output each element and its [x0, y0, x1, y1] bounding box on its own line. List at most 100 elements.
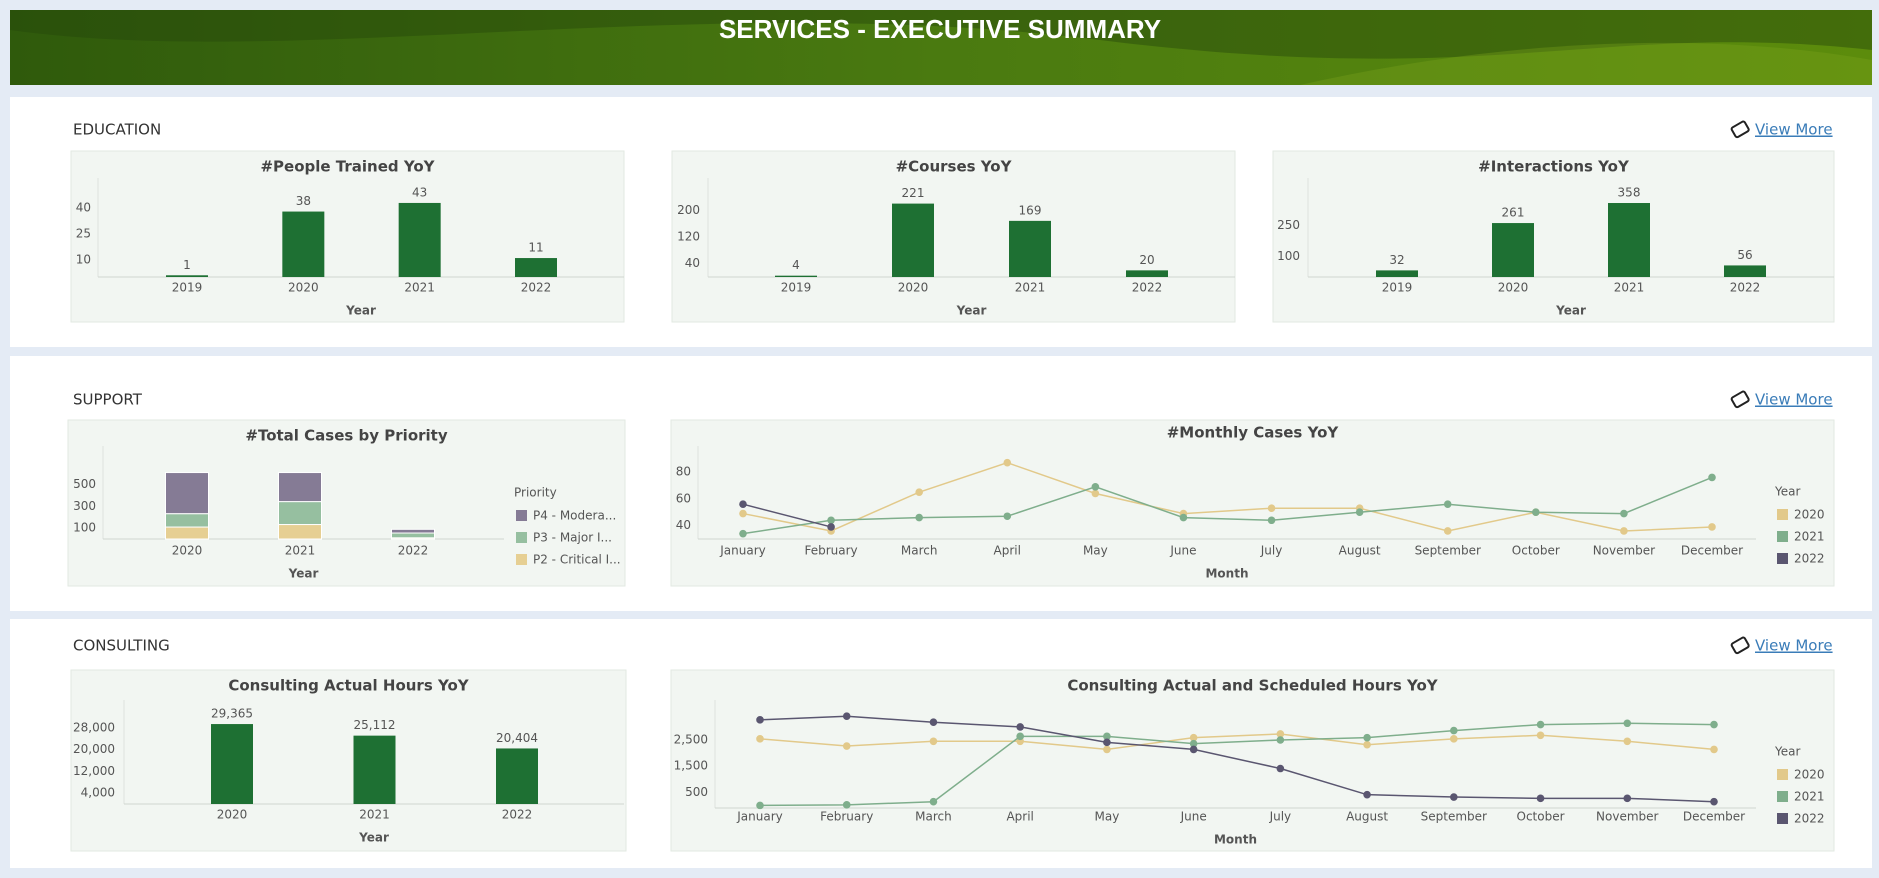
chart-card	[67, 419, 626, 587]
legend-label: P3 - Major I...	[533, 531, 612, 545]
x-tick-label: December	[1681, 544, 1743, 558]
x-tick-label: April	[1006, 810, 1033, 824]
chart-card	[671, 150, 1236, 323]
bar	[282, 211, 325, 277]
x-tick-label: March	[915, 810, 952, 824]
view-more-link[interactable]: View More	[1755, 121, 1833, 139]
view-more-link[interactable]: View More	[1755, 391, 1833, 409]
bar	[1126, 270, 1168, 277]
data-point	[842, 801, 851, 809]
bar-segment	[278, 524, 322, 540]
x-tick-label: May	[1095, 810, 1120, 824]
y-tick-label: 2,500	[674, 733, 708, 747]
chart-title: #Monthly Cases YoY	[1167, 424, 1340, 442]
x-tick-label: 2021	[359, 808, 390, 822]
header-title: SERVICES - EXECUTIVE SUMMARY	[719, 14, 1161, 44]
data-point	[1536, 794, 1545, 803]
data-point	[1091, 489, 1100, 498]
data-point	[1355, 508, 1364, 517]
y-tick-label: 40	[76, 201, 91, 215]
x-tick-label: October	[1512, 544, 1560, 558]
series-line	[759, 733, 1715, 751]
x-tick-label: 2019	[172, 281, 203, 295]
x-axis-title: Year	[288, 567, 319, 581]
header-bar	[10, 10, 1872, 85]
bar	[775, 275, 817, 277]
bar	[1009, 220, 1051, 277]
chart-card	[670, 669, 1835, 852]
x-tick-label: 2019	[1382, 281, 1413, 295]
y-tick-label: 12,000	[73, 764, 115, 778]
y-tick-label: 80	[676, 465, 691, 479]
legend-title: Priority	[514, 486, 557, 500]
data-point	[756, 735, 764, 743]
legend-label: 2020	[1794, 508, 1825, 522]
data-point	[1103, 745, 1111, 754]
y-tick-label: 250	[1277, 218, 1300, 232]
chart-title: #Courses YoY	[896, 158, 1013, 176]
header-wave	[10, 10, 1872, 59]
x-tick-label: 2021	[1015, 281, 1046, 295]
bar-value-label: 20	[1139, 253, 1154, 267]
x-tick-label: June	[1169, 544, 1196, 558]
bar-value-label: 1	[183, 258, 191, 272]
legend-swatch	[516, 532, 527, 543]
data-point	[1103, 738, 1111, 747]
series-line	[742, 461, 1713, 532]
chart-card	[70, 669, 627, 852]
x-tick-label: 2021	[1614, 281, 1645, 295]
bar	[496, 748, 538, 804]
data-point	[1710, 745, 1718, 754]
y-tick-label: 25	[76, 226, 91, 240]
chart-title: Consulting Actual Hours YoY	[228, 677, 469, 695]
section-title: EDUCATION	[73, 121, 161, 139]
x-axis-title: Month	[1214, 833, 1257, 847]
bar-value-label: 43	[412, 185, 427, 199]
x-tick-label: May	[1083, 544, 1108, 558]
legend-swatch	[516, 510, 527, 521]
legend-title: Year	[1774, 485, 1800, 499]
data-point	[915, 488, 923, 496]
x-tick-label: July	[1260, 544, 1283, 558]
x-tick-label: 2021	[285, 544, 316, 558]
bar-segment	[278, 501, 322, 526]
data-point	[1016, 732, 1024, 741]
y-tick-label: 100	[1277, 249, 1300, 263]
data-point	[1276, 730, 1285, 738]
data-point	[1710, 797, 1718, 806]
x-axis-title: Year	[1555, 304, 1586, 318]
x-tick-label: 2020	[172, 544, 203, 558]
y-tick-label: 10	[76, 252, 91, 266]
chart-title: #Interactions YoY	[1478, 158, 1630, 176]
legend-label: 2021	[1794, 530, 1825, 544]
y-tick-label: 120	[677, 230, 700, 244]
bar-segment	[391, 532, 435, 539]
bar-value-label: 38	[296, 194, 311, 208]
data-point	[827, 516, 835, 525]
x-tick-label: October	[1517, 810, 1565, 824]
view-more-link[interactable]: View More	[1755, 637, 1833, 655]
data-point	[1710, 720, 1718, 729]
chart-title: Consulting Actual and Scheduled Hours Yo…	[1067, 677, 1438, 695]
legend-swatch	[1777, 791, 1788, 802]
x-tick-label: November	[1596, 810, 1658, 824]
bar-value-label: 358	[1618, 186, 1641, 200]
data-point	[1536, 731, 1545, 740]
data-point	[1189, 745, 1198, 754]
data-point	[739, 509, 747, 518]
x-tick-label: January	[736, 810, 783, 824]
y-tick-label: 500	[685, 785, 708, 799]
bar	[1608, 203, 1650, 277]
x-axis-title: Month	[1205, 567, 1248, 581]
y-tick-label: 28,000	[73, 720, 115, 734]
data-point	[1708, 473, 1716, 482]
x-axis-title: Year	[345, 304, 376, 318]
x-tick-label: September	[1421, 810, 1487, 824]
data-point	[739, 529, 747, 538]
data-point	[756, 801, 764, 810]
data-point	[827, 523, 835, 531]
bar	[1724, 265, 1766, 277]
data-point	[1016, 723, 1024, 731]
chart-card	[1272, 150, 1835, 323]
data-point	[1091, 483, 1100, 491]
